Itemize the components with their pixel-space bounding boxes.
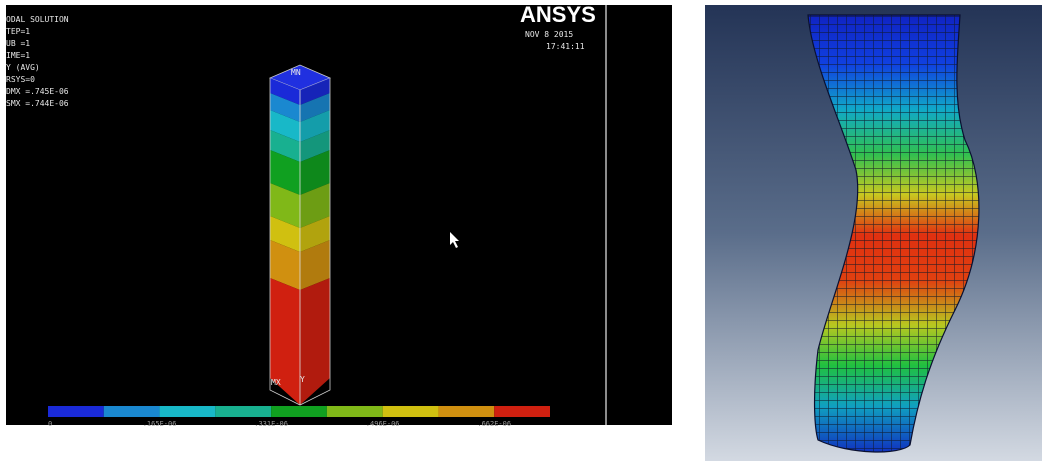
ansys-logo: ANSYS [520, 2, 596, 27]
date: NOV 8 2015 [525, 30, 573, 39]
legend-swatch [383, 406, 439, 417]
screenshot: ODAL SOLUTION TEP=1 UB =1 IME=1 Y (AVG) RSYS=… [0, 0, 1042, 461]
info-line: ODAL SOLUTION [6, 15, 69, 24]
legend-label: .331E-06 [254, 420, 288, 428]
legend-swatch [494, 406, 550, 417]
info-line: UB =1 [6, 39, 30, 48]
info-line: DMX =.745E-06 [6, 87, 69, 96]
legend-swatch [215, 406, 271, 417]
info-line: SMX =.744E-06 [6, 99, 69, 108]
axis-label: Y [300, 375, 305, 384]
info-line: RSYS=0 [6, 75, 35, 84]
info-line: IME=1 [6, 51, 30, 60]
legend-label: 0 [48, 420, 52, 428]
legend-label: .662E-06 [477, 420, 511, 428]
max-label: MX [271, 378, 281, 387]
info-line: TEP=1 [6, 27, 30, 36]
legend-swatch [271, 406, 327, 417]
legend-swatch [160, 406, 216, 417]
min-label: MN [291, 68, 301, 77]
ansys-viewport [6, 5, 672, 425]
legend-swatch [104, 406, 160, 417]
legend-label: .496E-06 [366, 420, 400, 428]
legend-swatch [438, 406, 494, 417]
column [270, 65, 330, 405]
legend-label: .165E-06 [143, 420, 177, 428]
legend-swatch [327, 406, 383, 417]
time: 17:41:11 [546, 42, 585, 51]
legend-swatch [48, 406, 104, 417]
info-line: Y (AVG) [6, 63, 40, 72]
